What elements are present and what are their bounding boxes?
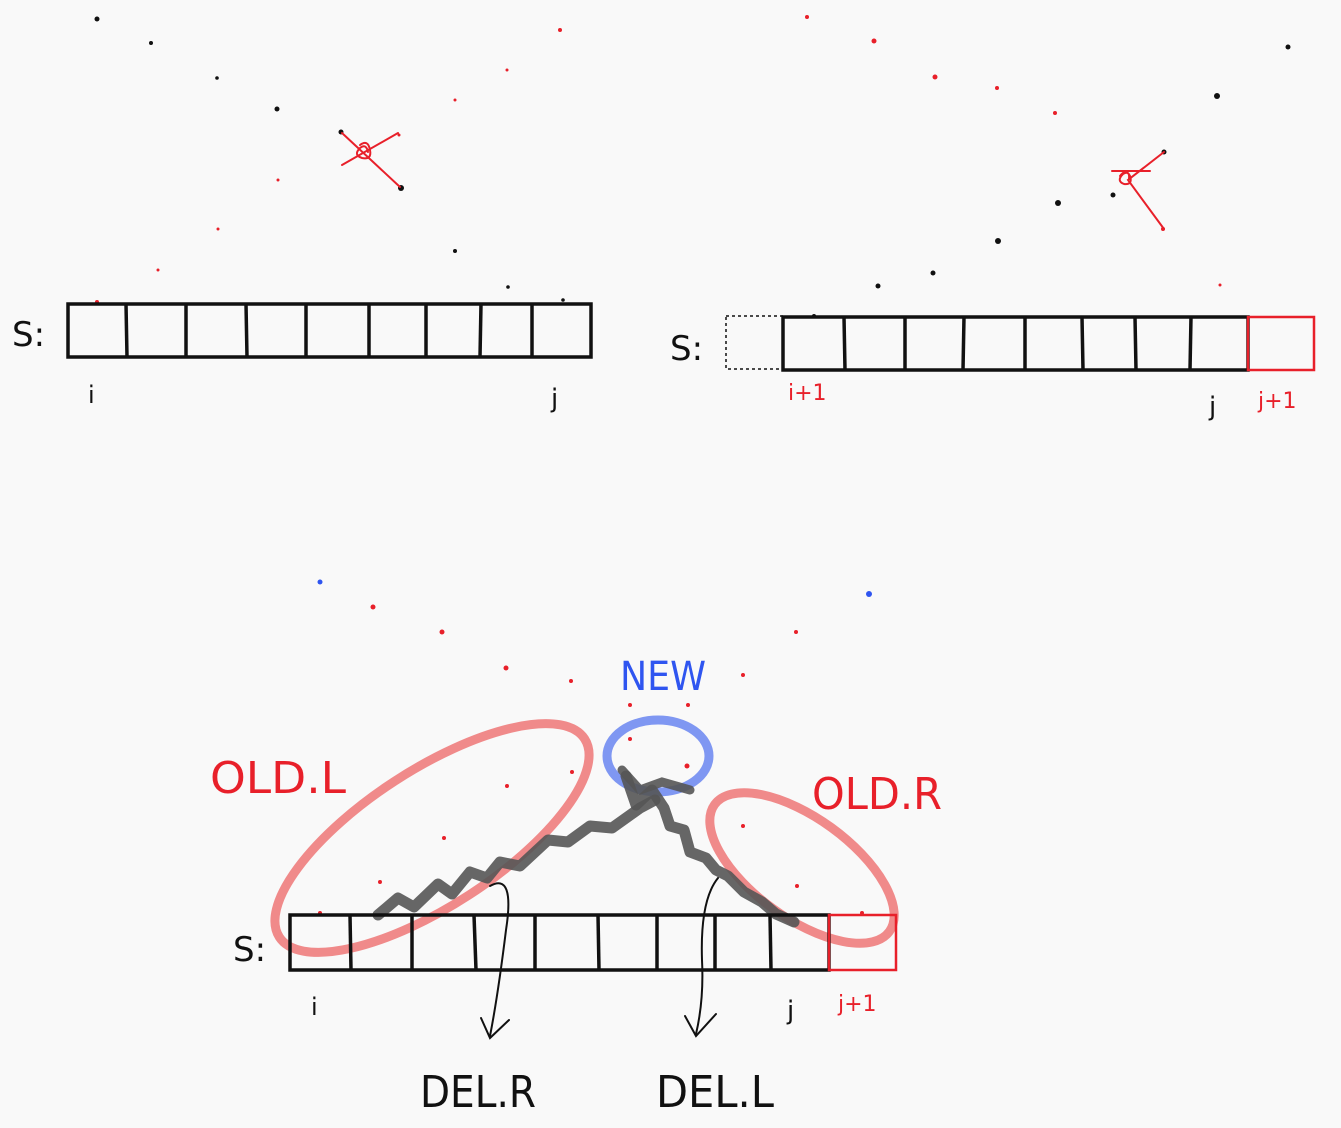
label-old-r: OLD.R bbox=[812, 769, 942, 820]
new-scribble bbox=[617, 765, 695, 796]
index-j-label: j bbox=[786, 996, 794, 1026]
panel-top-right: S: i+1 j j+1 bbox=[670, 15, 1316, 422]
point-cloud-top-left bbox=[94, 16, 565, 304]
index-j-plus-1-label: j+1 bbox=[837, 992, 877, 1017]
array-label: S: bbox=[12, 315, 45, 355]
array-top-right bbox=[781, 315, 1250, 372]
panel-bottom: S: i j j+1 NEW OLD.L OLD.R DEL.R DEL.L bbox=[210, 579, 942, 1118]
array-label: S: bbox=[670, 329, 703, 369]
array-label: S: bbox=[233, 930, 266, 970]
del-r-scribble bbox=[372, 794, 661, 921]
index-i-label: i bbox=[311, 993, 318, 1021]
label-del-l: DEL.L bbox=[656, 1067, 774, 1118]
array-top-left bbox=[66, 302, 593, 359]
arrow-del-l bbox=[684, 877, 719, 1038]
index-j-plus-1-label: j+1 bbox=[1257, 389, 1297, 414]
label-del-r: DEL.R bbox=[420, 1067, 536, 1118]
arrow-del-r bbox=[480, 882, 510, 1040]
appended-cell bbox=[827, 913, 898, 972]
removed-cell bbox=[725, 315, 784, 370]
point-cloud-top-right bbox=[805, 15, 1291, 318]
index-i-label: i bbox=[88, 381, 95, 409]
red-cross-icon bbox=[341, 132, 401, 188]
index-j-label: j bbox=[550, 384, 558, 414]
index-i-plus-1-label: i+1 bbox=[788, 381, 827, 406]
red-cross-icon bbox=[1111, 151, 1165, 230]
point-cloud-bottom bbox=[317, 579, 872, 915]
label-new: NEW bbox=[620, 654, 706, 700]
index-j-label: j bbox=[1208, 392, 1216, 422]
panel-top-left: S: i j bbox=[12, 16, 593, 414]
appended-cell bbox=[1246, 315, 1316, 372]
old-l-highlight bbox=[270, 719, 594, 957]
label-old-l: OLD.L bbox=[210, 753, 346, 804]
del-l-scribble bbox=[620, 770, 800, 928]
